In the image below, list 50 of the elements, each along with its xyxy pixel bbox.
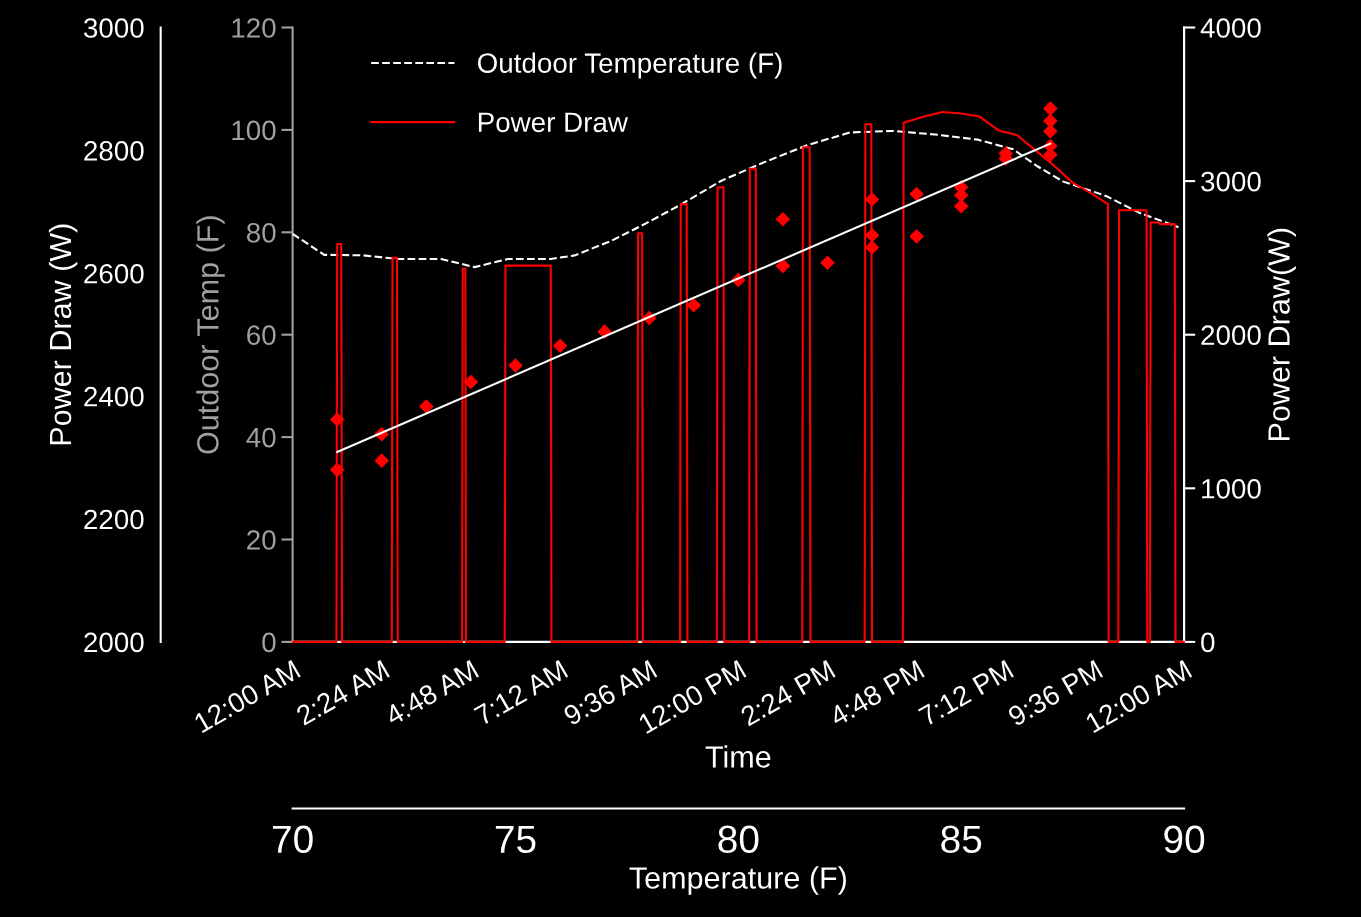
x-tick-label: 80 xyxy=(718,825,759,854)
y2-tick-label: 1000 xyxy=(1202,478,1261,499)
y2-tick-label: 4000 xyxy=(1200,18,1261,38)
x-tick-label: 75 xyxy=(495,825,536,854)
point xyxy=(552,338,568,354)
y-tick-label: 100 xyxy=(232,120,276,141)
y-tick-label: 20 xyxy=(247,530,276,550)
y-tick-label: 2800 xyxy=(84,141,144,161)
legend-label: Outdoor Temperature (F) xyxy=(477,52,782,79)
point xyxy=(508,358,523,373)
point xyxy=(864,192,880,207)
point xyxy=(864,227,880,243)
y-tick-label: 80 xyxy=(246,222,276,243)
x-axis-title: Temperature (F) xyxy=(629,866,846,895)
point xyxy=(909,186,924,202)
point xyxy=(686,297,702,313)
y-tick-label: 2000 xyxy=(84,632,144,653)
y2-tick-label: 0 xyxy=(1201,632,1215,653)
point xyxy=(1043,101,1058,116)
y-tick-label: 3000 xyxy=(83,18,144,38)
y-axis-title: Power Draw (W) xyxy=(48,224,78,445)
x-tick-label: 70 xyxy=(272,825,313,854)
legend-label: Power Draw xyxy=(478,112,628,133)
x-tick-label: 85 xyxy=(941,825,982,854)
y-tick-label: 60 xyxy=(247,325,276,346)
point xyxy=(1043,124,1058,139)
y-tick-label: 2200 xyxy=(84,509,144,530)
point xyxy=(909,229,924,244)
point xyxy=(419,399,434,414)
y-axis-title: Outdoor Temp (F) xyxy=(196,216,225,454)
y2-tick-label: 3000 xyxy=(1201,171,1261,192)
point xyxy=(864,240,880,255)
point xyxy=(953,199,969,214)
point xyxy=(775,258,791,274)
point xyxy=(1043,113,1058,129)
y-tick-label: 0 xyxy=(262,632,276,653)
y-tick-label: 40 xyxy=(246,427,276,448)
x-axis-title: Time xyxy=(705,745,771,768)
point xyxy=(820,255,835,271)
y-tick-label: 2600 xyxy=(84,263,144,284)
y-tick-label: 120 xyxy=(232,18,276,38)
x-tick-label: 90 xyxy=(1164,825,1205,854)
y2-axis-title: Power Draw(W) xyxy=(1267,228,1296,440)
point xyxy=(775,211,791,227)
point xyxy=(329,412,345,427)
point xyxy=(374,453,390,468)
point xyxy=(463,374,479,390)
point xyxy=(329,462,345,478)
y2-tick-label: 2000 xyxy=(1201,325,1261,346)
y-tick-label: 2400 xyxy=(84,386,144,407)
